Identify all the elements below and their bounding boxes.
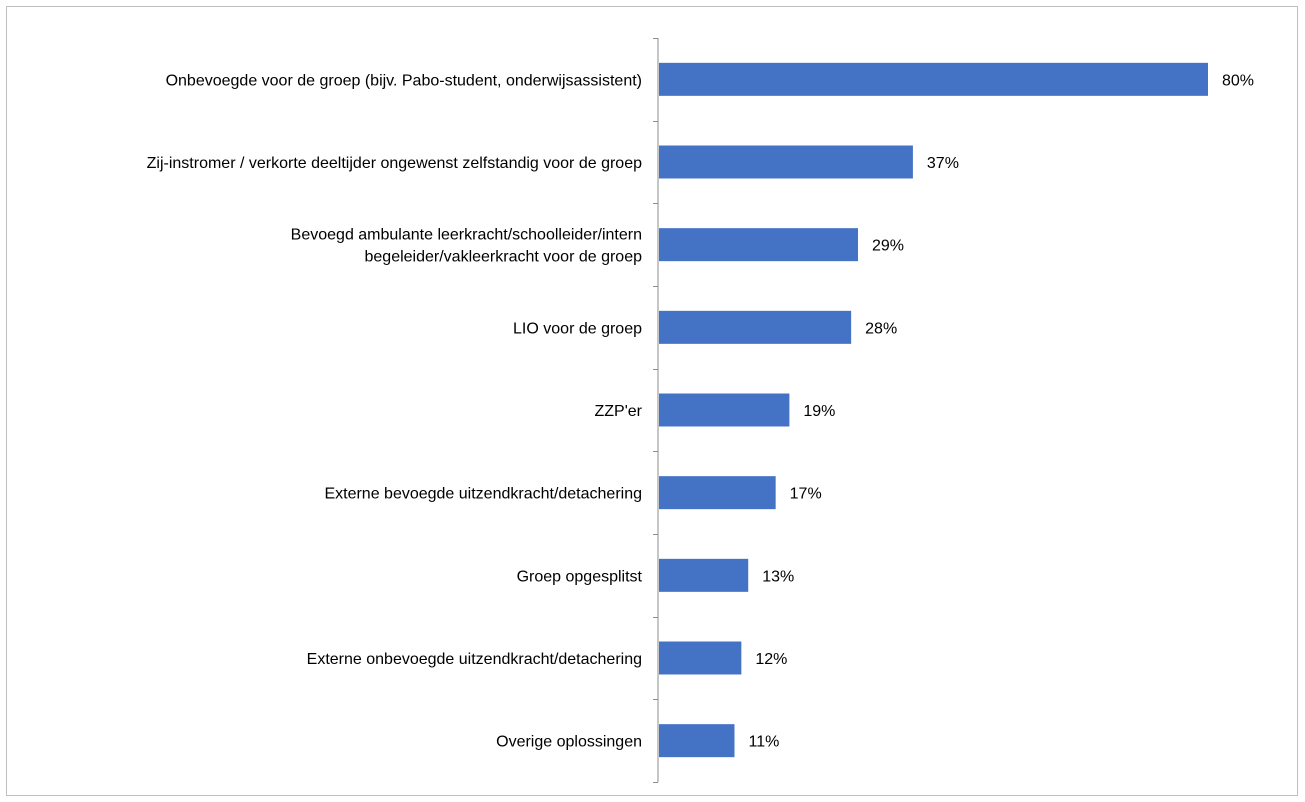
labels-layer: 80% Onbevoegde voor de groep (bijv. Pabo-… — [147, 72, 1254, 750]
category-label: Bevoegd ambulante leerkracht/schoolleide… — [291, 227, 642, 266]
bar — [659, 145, 913, 179]
category-label: Groep opgesplitst — [517, 568, 643, 585]
category-label-line: ZZP'er — [595, 403, 643, 420]
bar — [659, 558, 749, 592]
category-label-line: LIO voor de groep — [513, 320, 642, 337]
category-label-line: Externe onbevoegde uitzendkracht/detache… — [307, 651, 642, 668]
data-label: 80% — [1222, 72, 1254, 89]
bar — [659, 62, 1208, 96]
data-label: 28% — [865, 320, 897, 337]
bar — [659, 310, 852, 344]
data-label: 11% — [748, 734, 779, 751]
category-label-line: Groep opgesplitst — [517, 568, 643, 585]
category-label: Externe bevoegde uitzendkracht/detacheri… — [324, 486, 642, 503]
data-label: 12% — [755, 651, 787, 668]
data-label: 19% — [803, 403, 835, 420]
category-label-line: begeleider/vakleerkracht voor de groep — [365, 249, 643, 266]
bar — [659, 724, 735, 758]
category-label: Zij-instromer / verkorte deeltijder onge… — [147, 155, 642, 172]
category-label: Externe onbevoegde uitzendkracht/detache… — [307, 651, 642, 668]
category-label-line: Zij-instromer / verkorte deeltijder onge… — [147, 155, 642, 172]
data-label: 13% — [762, 568, 794, 585]
category-label-line: Overige oplossingen — [496, 734, 642, 751]
category-label: Overige oplossingen — [496, 734, 642, 751]
bar — [659, 393, 790, 427]
chart-frame — [6, 6, 1298, 796]
data-label: 37% — [927, 155, 959, 172]
category-label-line: Bevoegd ambulante leerkracht/schoolleide… — [291, 227, 642, 244]
data-label: 17% — [790, 486, 822, 503]
bar — [659, 228, 859, 262]
category-label-line: Onbevoegde voor de groep (bijv. Pabo-stu… — [166, 72, 642, 89]
category-label: ZZP'er — [595, 403, 643, 420]
category-label-line: Externe bevoegde uitzendkracht/detacheri… — [324, 486, 642, 503]
axis-layer — [653, 38, 659, 783]
bar — [659, 476, 776, 510]
bar — [659, 641, 742, 675]
category-label: Onbevoegde voor de groep (bijv. Pabo-stu… — [166, 72, 642, 89]
data-label: 29% — [872, 238, 904, 255]
bars-layer — [659, 62, 1208, 758]
category-label: LIO voor de groep — [513, 320, 642, 337]
